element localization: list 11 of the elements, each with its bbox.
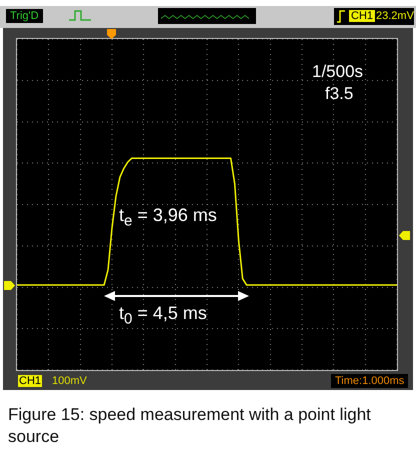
text: CH1 — [18, 375, 42, 387]
annotation: t$_{e}$ = 3,96 ms — [119, 205, 217, 230]
caption: Figure 15: speed measurement with a point light source — [8, 404, 372, 448]
text: t$_{0}$ = 4,5 ms — [119, 303, 207, 328]
text: 100mV — [52, 375, 87, 387]
text: Trig'D — [6, 9, 43, 23]
text: 1/500s — [312, 62, 364, 82]
text: CH1 — [349, 10, 376, 22]
text: Time:1.000ms — [331, 374, 408, 388]
text: f3.5 — [325, 84, 354, 104]
text: 23.2mV — [376, 10, 414, 22]
